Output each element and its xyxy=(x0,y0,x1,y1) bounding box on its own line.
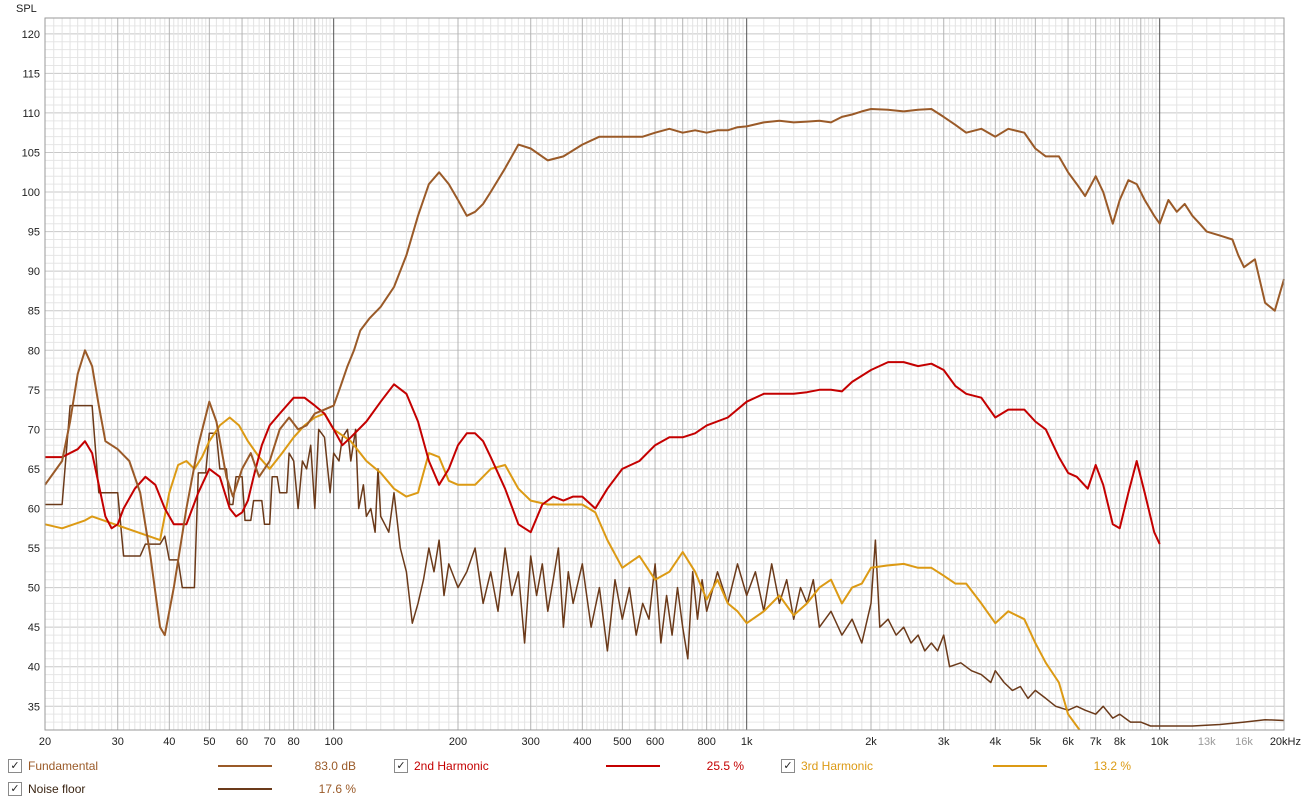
2nd-harmonic-checkbox[interactable]: ✓ xyxy=(394,759,408,773)
x-tick-label: 200 xyxy=(449,736,467,748)
y-tick-label: 50 xyxy=(28,583,40,595)
y-tick-label: 80 xyxy=(28,345,40,357)
fundamental-checkbox[interactable]: ✓ xyxy=(8,759,22,773)
y-tick-label: 65 xyxy=(28,464,40,476)
y-tick-label: 40 xyxy=(28,662,40,674)
x-tick-label: 16k xyxy=(1235,736,1253,748)
legend-value: 13.2 % xyxy=(1093,759,1131,773)
y-tick-label: 105 xyxy=(22,147,40,159)
x-tick-label: 60 xyxy=(236,736,248,748)
legend-item-3rd-harmonic[interactable]: ✓ 3rd Harmonic 13.2 % xyxy=(781,756,1151,776)
y-tick-label: 100 xyxy=(22,187,40,199)
x-tick-label: 4k xyxy=(990,736,1002,748)
x-tick-label: 300 xyxy=(522,736,540,748)
legend-item-2nd-harmonic[interactable]: ✓ 2nd Harmonic 25.5 % xyxy=(394,756,764,776)
series-line-3rd-harmonic xyxy=(44,412,1081,731)
x-tick-label: 500 xyxy=(613,736,631,748)
y-tick-label: 70 xyxy=(28,424,40,436)
x-tick-label: 40 xyxy=(163,736,175,748)
x-tick-label: 3k xyxy=(938,736,950,748)
x-tick-label: 6k xyxy=(1062,736,1074,748)
legend-swatch xyxy=(218,765,272,767)
x-tick-label: 400 xyxy=(573,736,591,748)
series-line-noise-floor xyxy=(45,404,1285,727)
plot-border xyxy=(44,17,1285,731)
legend-value: 25.5 % xyxy=(706,759,744,773)
series-group xyxy=(44,108,1285,731)
x-tick-label: 50 xyxy=(203,736,215,748)
y-tick-label: 55 xyxy=(28,543,40,555)
x-tick-label: 5k xyxy=(1030,736,1042,748)
y-tick-label: 85 xyxy=(28,306,40,318)
legend-label: 3rd Harmonic xyxy=(801,759,874,773)
legend-label: Fundamental xyxy=(28,759,99,773)
x-tick-label: 2k xyxy=(865,736,877,748)
y-tick-label: 95 xyxy=(28,227,40,239)
grid xyxy=(44,17,1285,731)
series-line-fundamental xyxy=(44,108,1285,637)
legend-label: 2nd Harmonic xyxy=(414,759,489,773)
x-tick-label: 70 xyxy=(264,736,276,748)
x-tick-label: 800 xyxy=(697,736,715,748)
legend-swatch xyxy=(993,765,1047,767)
x-tick-label: 10k xyxy=(1151,736,1169,748)
noise-floor-checkbox[interactable]: ✓ xyxy=(8,782,22,796)
y-tick-label: 115 xyxy=(22,68,40,80)
x-tick-label: 20 xyxy=(39,736,51,748)
x-tick-label: 7k xyxy=(1090,736,1102,748)
x-tick-label: 600 xyxy=(646,736,664,748)
y-axis-label: SPL xyxy=(16,3,37,15)
y-tick-label: 45 xyxy=(28,622,40,634)
y-tick-label: 60 xyxy=(28,503,40,515)
legend-swatch xyxy=(606,765,660,767)
legend-label: Noise floor xyxy=(28,782,86,796)
y-tick-label: 120 xyxy=(22,29,40,41)
y-tick-label: 110 xyxy=(22,108,40,120)
x-tick-label: 20kHz xyxy=(1270,736,1301,748)
legend-swatch xyxy=(218,788,272,790)
legend-item-fundamental[interactable]: ✓ Fundamental 83.0 dB xyxy=(8,756,378,776)
x-tick-label: 13k xyxy=(1198,736,1216,748)
y-tick-label: 75 xyxy=(28,385,40,397)
legend-value: 83.0 dB xyxy=(314,759,356,773)
y-tick-label: 90 xyxy=(28,266,40,278)
x-tick-label: 100 xyxy=(324,736,342,748)
y-tick-label: 35 xyxy=(28,701,40,713)
chart-plot: 35 40 45 50 55 60 65 70 75 80 85 90 95 100 105 110 115 12… xyxy=(16,3,1301,748)
3rd-harmonic-checkbox[interactable]: ✓ xyxy=(781,759,795,773)
x-tick-label: 1k xyxy=(741,736,753,748)
series-line-2nd-harmonic xyxy=(45,361,1161,545)
x-tick-label: 30 xyxy=(112,736,124,748)
legend-item-noise-floor[interactable]: ✓ Noise floor 17.6 % xyxy=(8,779,378,799)
x-tick-label: 80 xyxy=(288,736,300,748)
x-tick-label: 8k xyxy=(1114,736,1126,748)
axis-ticks: 35 40 45 50 55 60 65 70 75 80 85 90 95 100 105 110 115 12… xyxy=(22,29,1301,748)
legend-value: 17.6 % xyxy=(318,782,356,796)
